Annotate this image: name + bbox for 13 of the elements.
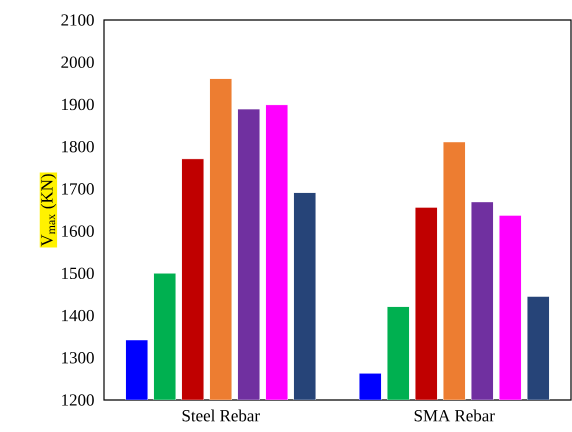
y-tick-label: 1800 <box>62 140 94 152</box>
y-tick-label: 2100 <box>61 14 94 26</box>
y-tick-label: 1600 <box>62 225 94 237</box>
x-tick-label: SMA Rebar <box>414 410 495 422</box>
y-tick-label: 1300 <box>62 352 94 364</box>
y-tick-label: 2000 <box>61 56 94 68</box>
y-tick-label: 1900 <box>62 98 94 110</box>
y-tick-label: 1700 <box>62 183 94 195</box>
y-axis-title: V$_{max}$ (KN) <box>40 174 56 246</box>
x-tick-label: Steel Rebar <box>182 410 260 422</box>
y-tick-label: 1200 <box>62 394 94 406</box>
y-tick-label: 1500 <box>62 268 94 280</box>
y-tick-label: 1400 <box>62 310 94 322</box>
